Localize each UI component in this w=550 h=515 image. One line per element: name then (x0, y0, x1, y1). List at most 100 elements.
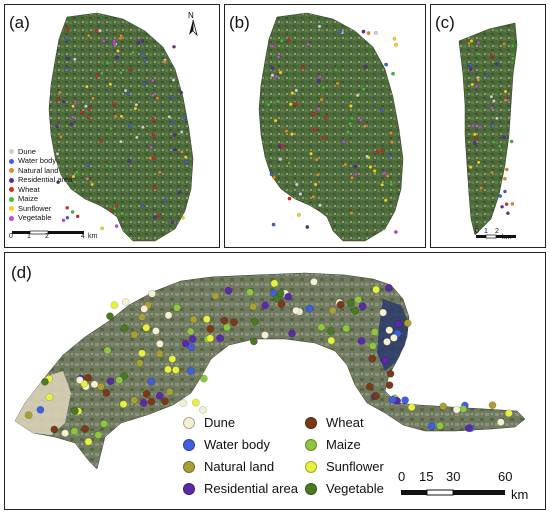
legend-dot-icon (9, 215, 14, 221)
sample-point (136, 41, 140, 45)
sample-point (84, 373, 92, 382)
sample-point (498, 194, 503, 198)
sample-point (85, 177, 90, 181)
legend-small-item: Dune (9, 147, 72, 157)
sample-point (503, 176, 507, 181)
sample-point (65, 27, 70, 32)
sample-point (313, 182, 318, 187)
sample-point (102, 389, 110, 397)
sample-point (293, 101, 298, 106)
sample-point (368, 342, 377, 350)
sample-point (315, 172, 320, 177)
legend-item: Wheat (305, 415, 364, 430)
sample-point (87, 106, 92, 111)
sample-point (94, 431, 103, 439)
scale-d-tick-1: 15 (419, 469, 434, 484)
sample-point (365, 382, 374, 391)
legend-label: Vegetable (326, 481, 384, 496)
sample-point (170, 94, 175, 99)
scale-bar-d (401, 489, 505, 496)
legend-dot-icon (183, 482, 195, 495)
sample-point (439, 402, 448, 411)
sample-point (366, 31, 371, 35)
sample-point (91, 96, 95, 101)
legend-small-label: Dune (18, 146, 36, 156)
sample-point (142, 390, 151, 398)
legend-small-label: Natural land (18, 165, 59, 175)
sample-point (274, 74, 278, 79)
sample-point (138, 313, 146, 321)
panel-b-label: (b) (229, 13, 250, 32)
sample-point (342, 324, 351, 333)
legend-small: Dune Water body Natural land Residential ar… (9, 147, 72, 223)
sample-point (73, 57, 77, 62)
sample-point (250, 337, 258, 346)
legend-dot-icon (9, 177, 14, 183)
sample-point (272, 175, 276, 180)
sample-point (490, 122, 494, 127)
sample-point (489, 94, 494, 99)
scale-c-unit: km (502, 234, 512, 241)
north-arrow-icon (189, 19, 198, 37)
sample-point (101, 39, 106, 43)
sample-point (81, 425, 89, 433)
sample-point (353, 172, 358, 177)
sample-point (147, 397, 156, 406)
sample-point (504, 202, 509, 206)
sample-point (120, 211, 124, 216)
sample-point (157, 213, 162, 218)
legend-small-item: Water body (9, 156, 72, 167)
sample-point (155, 349, 164, 358)
sample-point (349, 104, 353, 108)
sample-point (183, 160, 188, 164)
scale-a-tick-2: 2 (45, 233, 49, 240)
sample-point (273, 294, 281, 303)
sample-point (135, 359, 144, 367)
sample-point (502, 135, 506, 139)
sample-point (394, 42, 398, 47)
sample-point (206, 325, 215, 333)
sample-point (113, 114, 118, 119)
sample-point (316, 78, 321, 83)
sample-point (66, 37, 70, 42)
legend-small-item: Vegetable (9, 213, 72, 224)
sample-point (306, 42, 311, 47)
sample-point (95, 73, 99, 78)
sample-point (199, 406, 207, 414)
sample-point (333, 68, 338, 72)
sample-point (382, 171, 387, 176)
sample-point (249, 302, 257, 311)
legend-dot-icon (9, 196, 14, 202)
sample-point (506, 211, 510, 215)
sample-point (317, 24, 322, 29)
sample-point (172, 45, 176, 49)
legend-small-label: Maize (18, 194, 39, 204)
sample-point (105, 61, 110, 66)
sample-point (140, 305, 148, 313)
sample-point (427, 421, 436, 430)
legend-small-label: Water body (18, 156, 57, 166)
scale-bar-a (12, 230, 84, 235)
sample-point (370, 328, 379, 336)
sample-point (312, 127, 317, 132)
sample-point (301, 65, 306, 70)
sample-point (471, 123, 476, 128)
sample-point (380, 182, 385, 187)
sample-point (143, 58, 147, 62)
sample-point (394, 320, 403, 328)
sample-point (385, 381, 394, 389)
sample-point (358, 302, 367, 311)
sample-point (321, 85, 326, 90)
sample-point (59, 134, 63, 139)
sample-point (181, 215, 185, 220)
sample-point (183, 155, 188, 159)
sample-point (216, 334, 224, 342)
sample-point (155, 391, 164, 400)
sample-point (170, 220, 175, 224)
sample-point (115, 376, 123, 384)
sample-point (109, 209, 113, 213)
sample-point (71, 174, 76, 179)
sample-point (266, 102, 271, 107)
sample-point (167, 115, 172, 119)
sample-point (390, 334, 398, 342)
